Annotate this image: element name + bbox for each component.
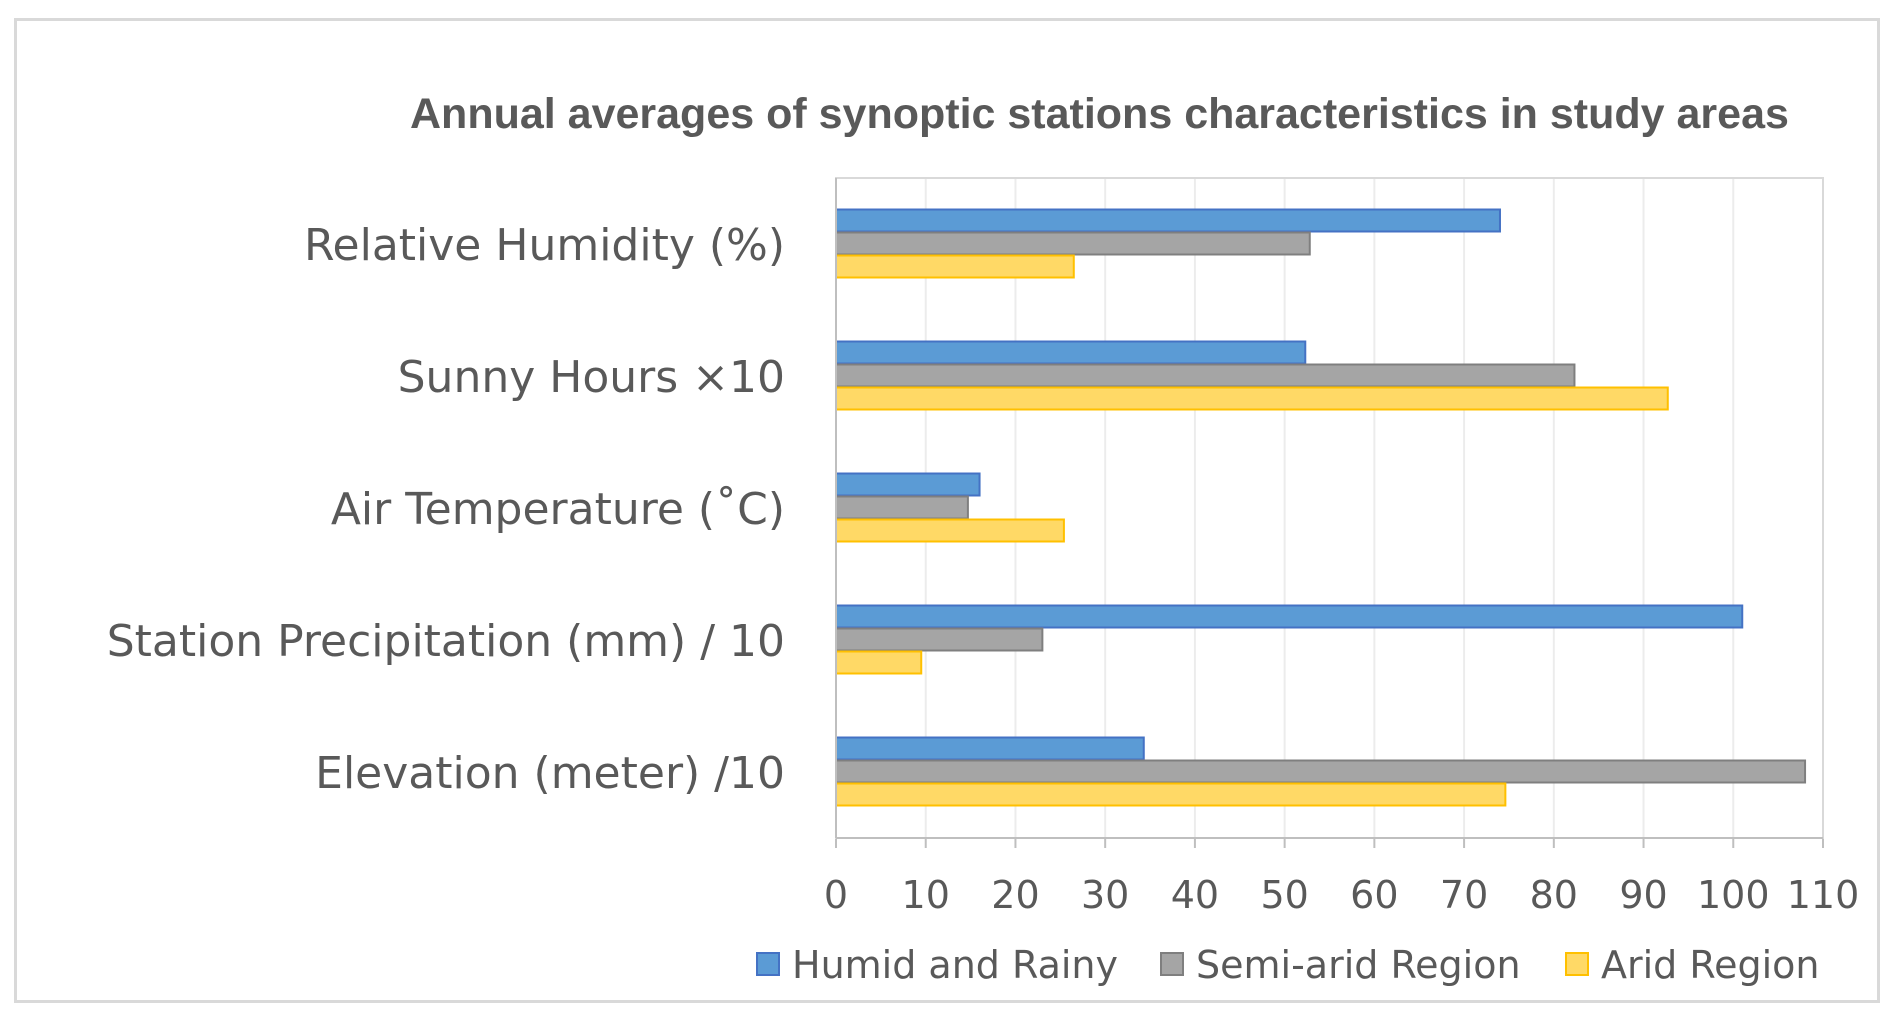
legend-label: Humid and Rainy	[792, 943, 1118, 987]
x-tick-label: 70	[1440, 873, 1488, 917]
x-tick-label: 20	[991, 873, 1039, 917]
bar	[835, 604, 1744, 629]
x-tick-label: 10	[902, 873, 950, 917]
x-tick-labels: 0 10 20 30 40 50 60 70 80 90 100 110	[824, 873, 1859, 917]
legend: Humid and Rainy Semi-arid Region Arid Regi…	[756, 943, 1819, 987]
bar	[835, 363, 1576, 388]
bar	[835, 254, 1075, 279]
bar	[835, 231, 1311, 256]
bar	[835, 627, 1044, 652]
bar	[835, 340, 1307, 365]
bar	[835, 208, 1501, 233]
x-tick-label: 110	[1787, 873, 1860, 917]
x-tick-label: 60	[1350, 873, 1398, 917]
legend-label: Arid Region	[1601, 943, 1819, 987]
bar	[835, 650, 923, 675]
category-label: Air Temperature (˚C)	[331, 484, 785, 535]
bar	[835, 495, 969, 520]
x-tick-label: 50	[1260, 873, 1308, 917]
x-tick-label: 0	[824, 873, 848, 917]
legend-swatch	[756, 952, 780, 976]
legend-label: Semi-arid Region	[1196, 943, 1521, 987]
legend-swatch	[1160, 952, 1184, 976]
bar	[835, 782, 1507, 807]
category-label: Elevation (meter) /10	[315, 748, 785, 799]
x-tick-label: 30	[1081, 873, 1129, 917]
bar	[835, 736, 1145, 761]
x-tick-label: 40	[1171, 873, 1219, 917]
category-label: Relative Humidity (%)	[304, 220, 785, 271]
x-tick-label: 80	[1530, 873, 1578, 917]
chart-title: Annual averages of synoptic stations cha…	[410, 90, 1789, 138]
category-label: Sunny Hours ×10	[398, 352, 785, 403]
bar	[835, 759, 1807, 784]
bars	[835, 208, 1807, 807]
bar	[835, 472, 981, 497]
bar	[835, 518, 1065, 543]
x-tick-label: 100	[1697, 873, 1770, 917]
category-label: Station Precipitation (mm) / 10	[107, 616, 785, 667]
category-labels: Relative Humidity (%) Sunny Hours ×10 Air …	[107, 220, 785, 799]
bar	[835, 386, 1669, 411]
legend-swatch	[1565, 952, 1589, 976]
x-tick-label: 90	[1619, 873, 1667, 917]
